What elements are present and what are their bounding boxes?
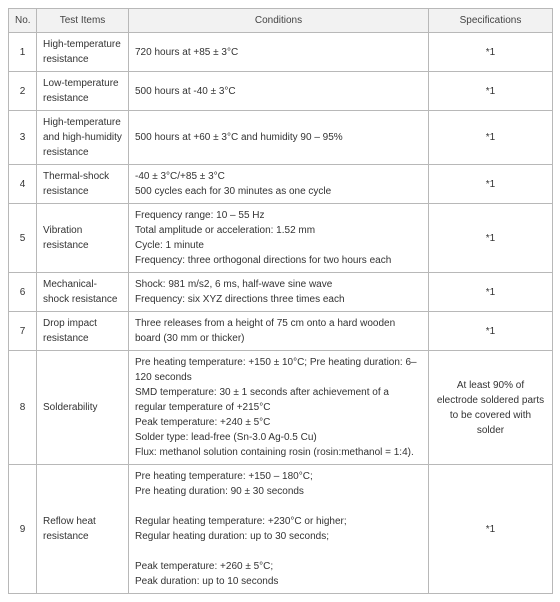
- cell-no: 1: [9, 33, 37, 72]
- cell-item: High-temperature and high-humidity resis…: [37, 111, 129, 165]
- cell-item: Mechanical-shock resistance: [37, 273, 129, 312]
- cell-spec: *1: [429, 111, 553, 165]
- cell-cond: Frequency range: 10 – 55 Hz Total amplit…: [129, 204, 429, 273]
- cell-no: 3: [9, 111, 37, 165]
- test-spec-table: No. Test Items Conditions Specifications…: [8, 8, 553, 594]
- cell-cond: 500 hours at -40 ± 3°C: [129, 72, 429, 111]
- cell-item: High-temperature resistance: [37, 33, 129, 72]
- cell-spec: *1: [429, 273, 553, 312]
- cell-no: 7: [9, 312, 37, 351]
- cell-spec: *1: [429, 33, 553, 72]
- table-row: 7 Drop impact resistance Three releases …: [9, 312, 553, 351]
- cell-cond: Pre heating temperature: +150 ± 10°C; Pr…: [129, 351, 429, 465]
- col-spec: Specifications: [429, 9, 553, 33]
- cell-item: Vibration resistance: [37, 204, 129, 273]
- table-row: 6 Mechanical-shock resistance Shock: 981…: [9, 273, 553, 312]
- cell-no: 5: [9, 204, 37, 273]
- col-items: Test Items: [37, 9, 129, 33]
- col-cond: Conditions: [129, 9, 429, 33]
- cell-item: Solderability: [37, 351, 129, 465]
- table-row: 9 Reflow heat resistance Pre heating tem…: [9, 465, 553, 594]
- cell-no: 9: [9, 465, 37, 594]
- cell-cond: Three releases from a height of 75 cm on…: [129, 312, 429, 351]
- cell-cond: -40 ± 3°C/+85 ± 3°C 500 cycles each for …: [129, 165, 429, 204]
- col-no: No.: [9, 9, 37, 33]
- cell-spec: *1: [429, 465, 553, 594]
- cell-cond: 720 hours at +85 ± 3°C: [129, 33, 429, 72]
- table-row: 1 High-temperature resistance 720 hours …: [9, 33, 553, 72]
- cell-cond: Pre heating temperature: +150 – 180°C; P…: [129, 465, 429, 594]
- cell-spec: At least 90% of electrode soldered parts…: [429, 351, 553, 465]
- cell-spec: *1: [429, 204, 553, 273]
- cell-no: 4: [9, 165, 37, 204]
- table-header-row: No. Test Items Conditions Specifications: [9, 9, 553, 33]
- cell-item: Thermal-shock resistance: [37, 165, 129, 204]
- cell-spec: *1: [429, 312, 553, 351]
- table-row: 5 Vibration resistance Frequency range: …: [9, 204, 553, 273]
- cell-spec: *1: [429, 72, 553, 111]
- table-row: 2 Low-temperature resistance 500 hours a…: [9, 72, 553, 111]
- table-row: 8 Solderability Pre heating temperature:…: [9, 351, 553, 465]
- cell-item: Drop impact resistance: [37, 312, 129, 351]
- cell-cond: 500 hours at +60 ± 3°C and humidity 90 –…: [129, 111, 429, 165]
- cell-item: Reflow heat resistance: [37, 465, 129, 594]
- table-row: 3 High-temperature and high-humidity res…: [9, 111, 553, 165]
- cell-no: 8: [9, 351, 37, 465]
- cell-item: Low-temperature resistance: [37, 72, 129, 111]
- cell-spec: *1: [429, 165, 553, 204]
- cell-cond: Shock: 981 m/s2, 6 ms, half-wave sine wa…: [129, 273, 429, 312]
- cell-no: 6: [9, 273, 37, 312]
- table-row: 4 Thermal-shock resistance -40 ± 3°C/+85…: [9, 165, 553, 204]
- cell-no: 2: [9, 72, 37, 111]
